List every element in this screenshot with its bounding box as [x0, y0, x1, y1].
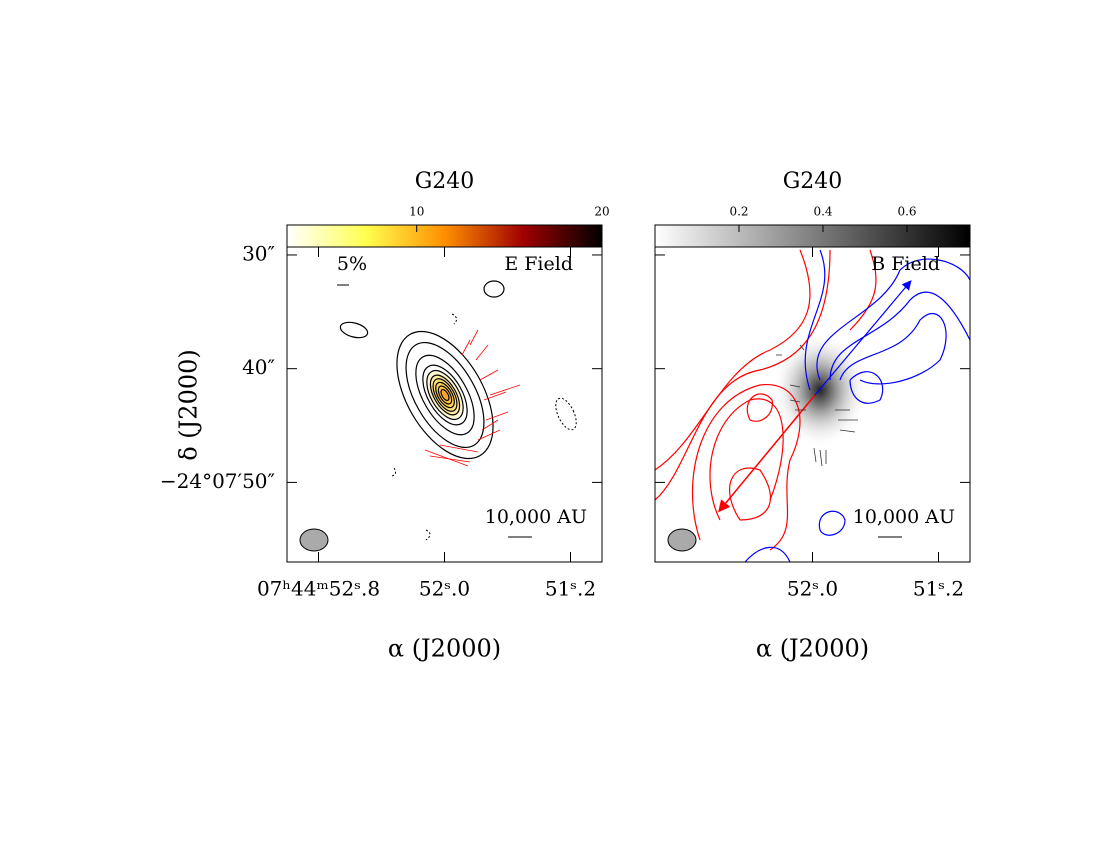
- right-map: [654, 249, 971, 563]
- y-axis-label: δ (J2000): [175, 349, 203, 461]
- colorbar: [286, 224, 603, 248]
- x-axis-label: α (J2000): [388, 635, 501, 663]
- annotation: 5%: [337, 253, 367, 275]
- colorbar-tick-label: 0.6: [897, 205, 916, 219]
- colorbar-tick-label: 0.4: [813, 205, 832, 219]
- x-tick-label: 51ˢ.2: [545, 577, 596, 601]
- colorbar: [654, 224, 971, 248]
- left-map: [299, 280, 577, 552]
- annotation: B Field: [871, 253, 940, 275]
- x-tick-label: 51ˢ.2: [913, 577, 964, 601]
- x-axis-label: α (J2000): [756, 635, 869, 663]
- panel-title: G240: [415, 169, 475, 194]
- y-tick-label: 30″: [242, 241, 275, 265]
- colorbar-tick-label: 20: [594, 205, 609, 219]
- x-tick-label: 07ʰ44ᵐ52ˢ.8: [257, 577, 380, 601]
- x-tick-label: 52ˢ.0: [419, 577, 470, 601]
- panel-title: G240: [783, 169, 843, 194]
- annotation: 10,000 AU: [485, 506, 587, 528]
- annotation: 10,000 AU: [853, 506, 955, 528]
- x-tick-label: 52ˢ.0: [787, 577, 838, 601]
- colorbar-tick-label: 10: [409, 205, 424, 219]
- annotation: E Field: [504, 253, 573, 275]
- y-tick-label: 40″: [242, 355, 275, 379]
- colorbar-tick-label: 0.2: [729, 205, 748, 219]
- y-tick-label: −24°07′50″: [160, 469, 275, 493]
